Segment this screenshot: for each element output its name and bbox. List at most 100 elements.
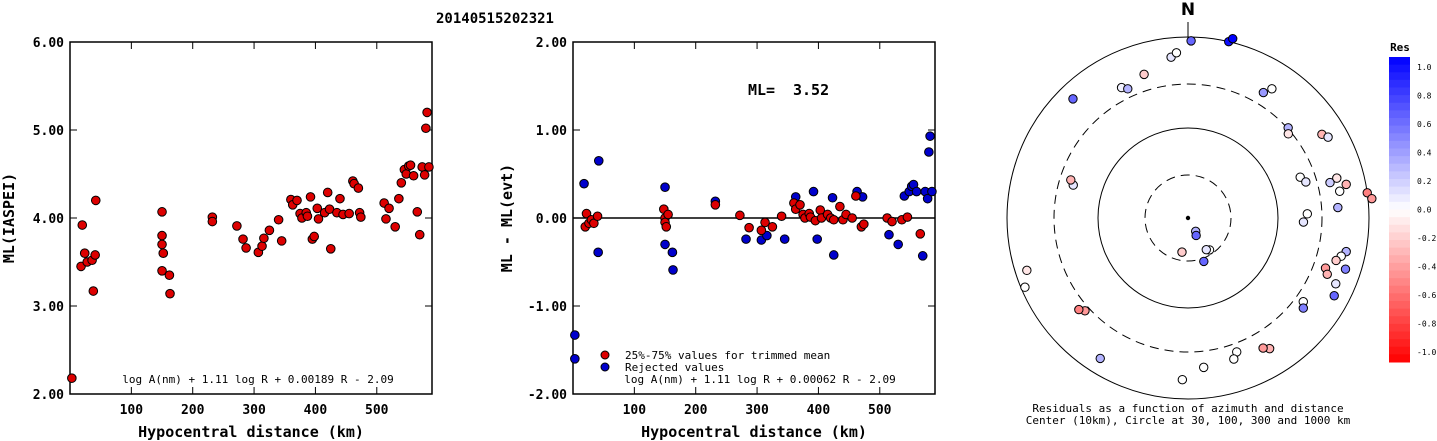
rejected-point — [924, 147, 934, 157]
data-point — [238, 234, 248, 244]
data-point — [381, 214, 391, 224]
retained-point — [915, 229, 926, 239]
y-tick-group: 2.00 3.00 4.00 5.00 6.00 — [33, 36, 432, 403]
data-point — [422, 107, 432, 118]
retained-point — [847, 213, 857, 223]
polar-caption-line1: Residuals as a function of azimuth and d… — [1032, 402, 1343, 415]
rejected-point — [884, 229, 894, 240]
colorbar-cells — [1389, 57, 1410, 363]
y-tick-label: 2.00 — [33, 388, 64, 403]
rejected-point — [593, 156, 604, 166]
data-point — [157, 239, 167, 250]
station-point — [1302, 209, 1313, 219]
colorbar-cell — [1389, 118, 1410, 127]
colorbar-cell — [1389, 209, 1410, 218]
station-point — [1283, 129, 1294, 139]
ml-label: ML= — [748, 81, 775, 99]
retained-point — [835, 201, 845, 212]
rejected-point — [779, 234, 790, 244]
station-point — [1123, 84, 1133, 94]
colorbar-ticks: 1.0 0.8 0.6 0.4 0.2 0.0 -0.2 -0.4 -0.6 -0.8 -1.0 — [1417, 63, 1436, 357]
colorbar-tick-label: 1.0 — [1417, 63, 1432, 72]
legend-label-rejected: Rejected values — [625, 361, 724, 374]
y-tick-label: 5.00 — [33, 124, 64, 139]
data-point — [309, 231, 319, 242]
data-point — [396, 178, 407, 188]
station-point — [1329, 291, 1339, 301]
rejected-point — [593, 247, 603, 258]
x-tick-label: 500 — [365, 403, 389, 418]
rejected-point — [893, 239, 903, 250]
circle-1000km — [1006, 36, 1370, 400]
x-axis-label: Hypocentral distance (km) — [641, 423, 867, 441]
station-point — [1066, 175, 1076, 185]
legend-marker-retained — [600, 350, 610, 360]
rejected-point — [927, 186, 937, 197]
station-point — [1020, 282, 1030, 292]
colorbar-tick-label: -0.6 — [1417, 291, 1436, 300]
data-point — [90, 250, 100, 260]
station-point — [1074, 304, 1084, 315]
colorbar-tick-label: -0.4 — [1417, 263, 1436, 272]
data-point — [394, 193, 404, 204]
x-tick-label: 100 — [623, 403, 647, 418]
y-tick-label: 2.00 — [536, 36, 567, 51]
station-point — [1186, 36, 1196, 46]
station-point — [1228, 33, 1238, 44]
panel-ml-vs-distance: 100 200 300 400 500 2.00 3.00 4.00 5.00 6.00 log… — [0, 36, 434, 441]
data-point — [325, 244, 336, 254]
y-tick-label: -2.00 — [528, 388, 567, 403]
x-tick-label: 400 — [807, 403, 831, 418]
data-point — [414, 229, 425, 240]
data-point — [305, 192, 316, 202]
retained-point — [661, 222, 672, 232]
data-point — [405, 160, 416, 170]
retained-point — [663, 209, 673, 220]
y-axis-label: ML - ML(evt) — [498, 164, 516, 272]
x-tick-label: 300 — [745, 403, 769, 418]
colorbar-cell — [1389, 232, 1410, 241]
colorbar-tick-label: -0.2 — [1417, 234, 1436, 243]
rejected-point — [925, 131, 935, 141]
colorbar-tick-label: -1.0 — [1417, 348, 1436, 357]
station-point — [1331, 255, 1341, 266]
colorbar-cell — [1389, 240, 1410, 249]
colorbar-cell — [1389, 194, 1410, 203]
data-point — [157, 207, 167, 217]
data-point — [408, 170, 419, 181]
rejected-point — [660, 239, 670, 250]
colorbar-cell — [1389, 270, 1410, 279]
station-point — [1331, 279, 1341, 289]
rejected-point — [660, 182, 670, 192]
retained-point — [710, 200, 721, 210]
retained-point — [744, 222, 754, 233]
colorbar-cell — [1389, 224, 1410, 233]
station-point — [1022, 265, 1032, 276]
data-point — [67, 373, 77, 383]
north-label: N — [1181, 0, 1195, 20]
colorbar-tick-label: 0.6 — [1417, 120, 1432, 129]
formula-label: log A(nm) + 1.11 log R + 0.00062 R - 2.0… — [624, 373, 896, 386]
colorbar-cell — [1389, 148, 1410, 157]
circle-300km — [1053, 83, 1323, 353]
data-point — [79, 248, 90, 258]
x-tick-label: 100 — [120, 403, 144, 418]
data-point — [164, 270, 175, 281]
data-point — [302, 211, 313, 222]
data-point — [412, 207, 423, 217]
colorbar-tick-label: -0.8 — [1417, 320, 1436, 329]
legend-marker-rejected — [600, 362, 610, 372]
station-point — [1177, 374, 1188, 385]
colorbar: Res 1.0 0.8 0.6 0.4 0.2 0.0 -0.2 -0.4 -0.6 -0.8 -1… — [1389, 41, 1436, 363]
data-point — [257, 241, 267, 251]
x-tick-label: 200 — [181, 403, 205, 418]
x-tick-group: 100 200 300 400 500 — [120, 42, 389, 418]
rejected-point — [917, 251, 928, 261]
data-point — [207, 216, 218, 227]
retained-point — [581, 208, 592, 219]
colorbar-cell — [1389, 301, 1410, 310]
figure-title: 20140515202321 — [436, 11, 554, 27]
station-point — [1301, 177, 1311, 187]
station-point — [1298, 217, 1309, 227]
colorbar-cell — [1389, 79, 1410, 88]
